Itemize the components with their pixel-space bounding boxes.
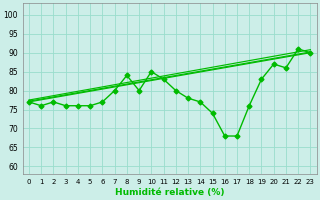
X-axis label: Humidité relative (%): Humidité relative (%) — [115, 188, 224, 197]
